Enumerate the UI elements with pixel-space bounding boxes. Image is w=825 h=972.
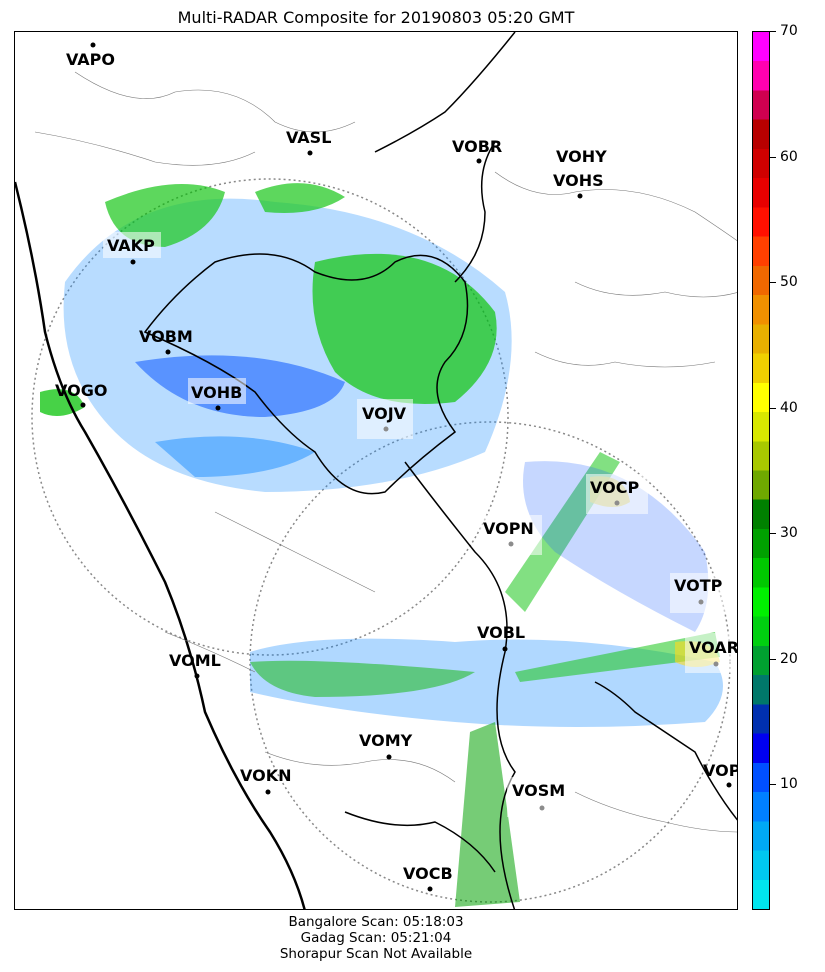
state-boundary xyxy=(344,811,496,873)
scan-info: Bangalore Scan: 05:18:03 Gadag Scan: 05:… xyxy=(14,914,738,962)
station-label-vocb: VOCB xyxy=(403,864,453,883)
colorbar-tick xyxy=(770,533,776,535)
colorbar-tick xyxy=(770,784,776,786)
map-canvas: VAPO VASL VOBR VOHY VOHS VAKP VOBM VOGO … xyxy=(15,32,738,909)
station-label-voml: VOML xyxy=(169,651,221,670)
station-label-vapo: VAPO xyxy=(66,50,115,69)
colorbar-tick-label: 50 xyxy=(780,274,798,291)
station-label-vokn: VOKN xyxy=(240,766,292,785)
station-label-voar: VOAR xyxy=(689,638,738,657)
bangalore-scan-time: Bangalore Scan: 05:18:03 xyxy=(288,914,464,930)
station-label-vohy: VOHY xyxy=(556,147,607,166)
station-label-vopn: VOPN xyxy=(483,519,534,538)
state-boundary xyxy=(404,461,516,909)
station-label-vosm: VOSM xyxy=(512,781,565,800)
colorbar-tick-label: 20 xyxy=(780,650,798,667)
gadag-echoes xyxy=(40,183,512,492)
station-label-vopc: VOPC xyxy=(703,761,738,780)
station-label-vobl: VOBL xyxy=(477,623,525,642)
station-label-vojv: VOJV xyxy=(362,404,407,423)
colorbar-tick-label: 10 xyxy=(780,776,798,793)
shorapur-scan-status: Shorapur Scan Not Available xyxy=(279,946,473,962)
colorbar-tick-label: 40 xyxy=(780,399,798,416)
colorbar-tick xyxy=(770,282,776,284)
colorbar-tick-label: 60 xyxy=(780,148,798,165)
district-boundaries xyxy=(34,71,737,833)
colorbar-tick-label: 30 xyxy=(780,525,798,542)
colorbar-tick xyxy=(770,156,776,158)
gadag-range-ring xyxy=(31,178,509,656)
label-highlights xyxy=(103,232,737,817)
radar-map[interactable]: VAPO VASL VOBR VOHY VOHS VAKP VOBM VOGO … xyxy=(14,31,738,910)
reflectivity-colorbar xyxy=(752,31,770,910)
colorbar-tick xyxy=(770,31,776,32)
coastline xyxy=(15,181,306,909)
station-label-vobr: VOBR xyxy=(452,137,502,156)
station-label-vobm: VOBM xyxy=(139,327,193,346)
station-label-vohb: VOHB xyxy=(191,383,242,402)
colorbar-tick-label: 70 xyxy=(780,23,798,39)
state-boundary xyxy=(374,32,516,283)
station-label-votp: VOTP xyxy=(674,576,723,595)
station-label-vohs: VOHS xyxy=(553,171,604,190)
station-label-vomy: VOMY xyxy=(359,731,413,750)
state-boundary xyxy=(143,253,469,495)
map-title: Multi-RADAR Composite for 20190803 05:20… xyxy=(177,8,575,27)
station-label-vogo: VOGO xyxy=(55,381,107,400)
station-label-vasl: VASL xyxy=(286,128,331,147)
colorbar-tick xyxy=(770,407,776,409)
station-label-vakp: VAKP xyxy=(107,236,155,255)
station-label-vocp: VOCP xyxy=(590,478,639,497)
gadag-scan-time: Gadag Scan: 05:21:04 xyxy=(300,930,452,946)
colorbar-tick xyxy=(770,658,776,660)
state-boundary xyxy=(594,681,737,821)
